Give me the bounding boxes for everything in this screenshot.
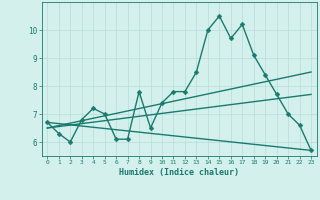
X-axis label: Humidex (Indice chaleur): Humidex (Indice chaleur) bbox=[119, 168, 239, 177]
